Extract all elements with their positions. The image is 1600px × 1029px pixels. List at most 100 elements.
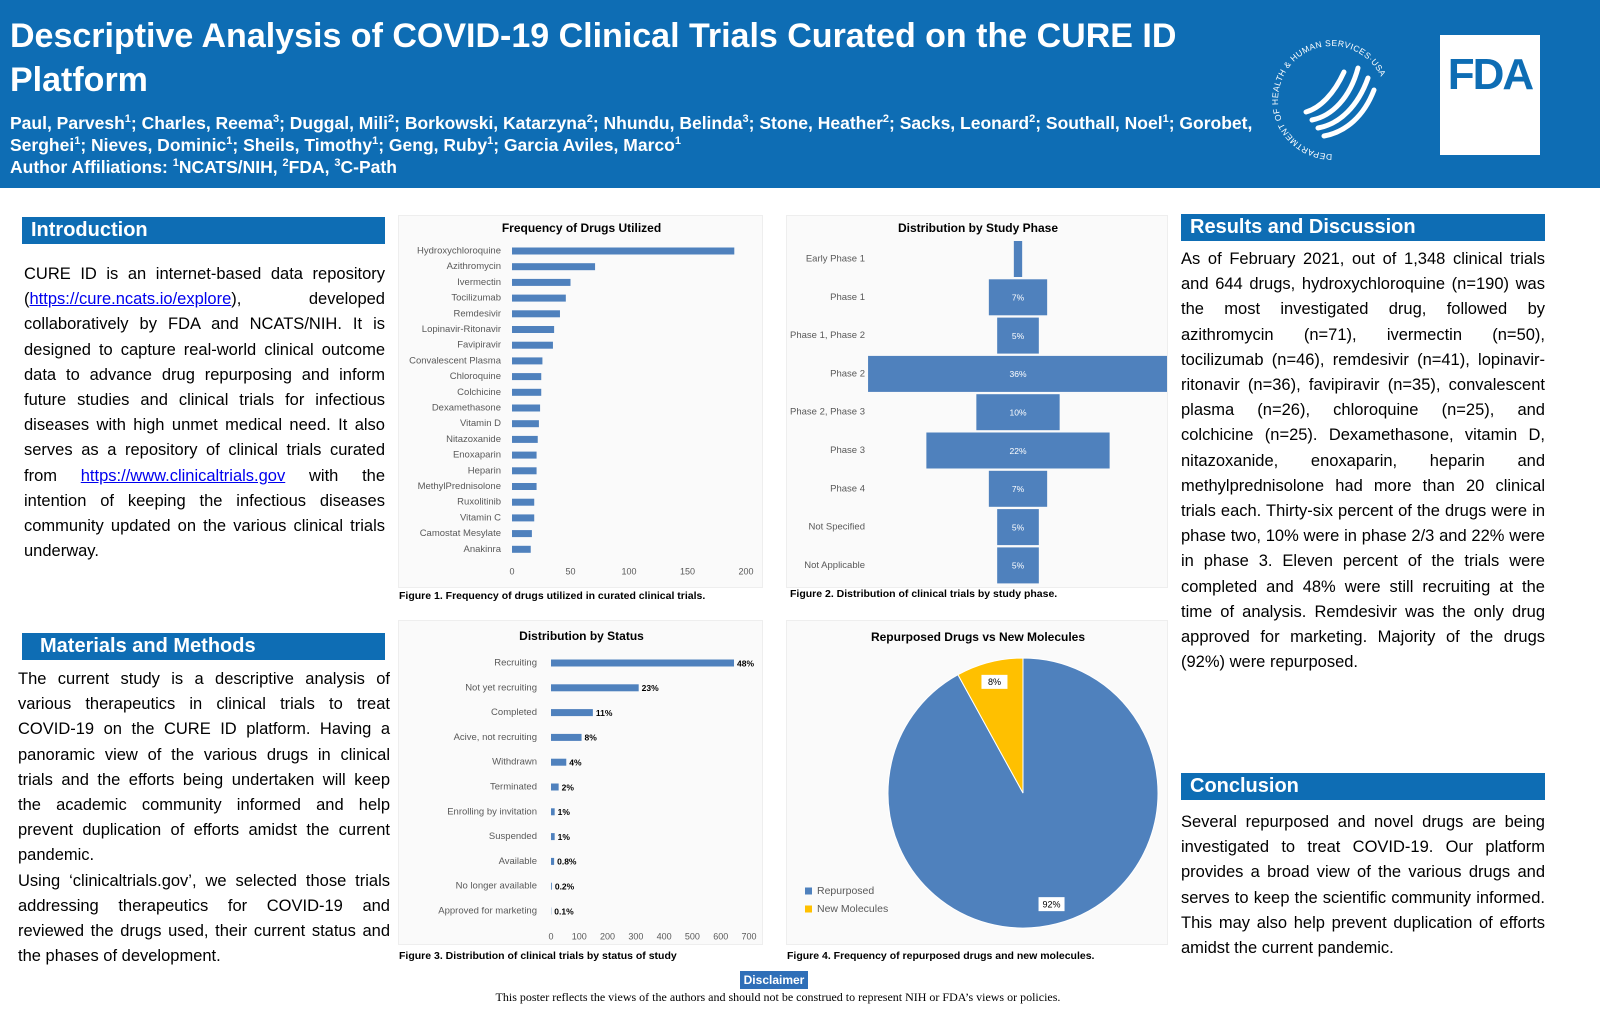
separator: ;: [232, 135, 239, 155]
bar: [868, 355, 1167, 392]
author-name: Nieves, Dominic: [91, 135, 227, 155]
link[interactable]: https://cure.ncats.io/explore: [29, 290, 232, 309]
chart: Distribution by Status 0 100 200 300 400 500 60…: [398, 620, 763, 945]
data-label-box: [1038, 897, 1065, 912]
hhs-seal: DEPARTMENT OF HEALTH & HUMAN SERVICES·US…: [1270, 38, 1387, 162]
author-affiliation: 2: [586, 113, 593, 126]
hhs-eagle: [1303, 65, 1377, 139]
author-affiliation: 1: [74, 135, 81, 148]
bar: [997, 509, 1039, 546]
disclaimer-text: This poster reflects the views of the au…: [495, 990, 1061, 1004]
link[interactable]: https://www.clinicaltrials.gov: [80, 466, 286, 485]
data-label: 23%: [642, 683, 659, 693]
affiliation-number: 1: [172, 157, 179, 170]
author-name: Paul, Parvesh: [10, 113, 125, 133]
x-tick-label: 200: [738, 566, 753, 576]
author-name: Borkowski, Katarzyna: [404, 113, 587, 133]
y-tick-label: Withdrawn: [492, 757, 537, 768]
affiliations: Author Affiliations: 1NCATS/NIH, 2FDA, 3…: [10, 156, 397, 178]
x-tick-label: 150: [680, 566, 695, 576]
y-tick-label: Azithromycin: [447, 261, 501, 272]
fda-logo-box: FDA: [1440, 35, 1540, 155]
author-affiliation: 3: [272, 113, 280, 126]
y-tick-label: Approved for marketing: [438, 906, 537, 917]
author-name: Gorobet, Serghei: [10, 113, 1253, 155]
pie-slice: [957, 657, 1024, 794]
data-label: 36%: [1009, 369, 1026, 379]
data-label: 11%: [596, 708, 613, 718]
author-affiliation: 3: [742, 113, 749, 126]
bar: [512, 373, 542, 381]
header: Descriptive Analysis of COVID-19 Clinica…: [0, 0, 1600, 188]
bar: [512, 357, 543, 365]
section-heading: Introduction: [22, 217, 385, 244]
data-label: 2%: [562, 782, 575, 792]
paragraph: Using ‘clinicaltrials.gov’, we selected …: [18, 871, 390, 966]
y-tick-label: Anakinra: [464, 544, 502, 555]
y-tick-label: Enoxaparin: [453, 450, 501, 461]
separator: ;: [394, 113, 400, 133]
y-tick-label: Tocilizumab: [451, 293, 501, 304]
data-label: 10%: [1009, 407, 1026, 417]
y-tick-label: Phase 4: [830, 483, 865, 494]
author-affiliation: 2: [882, 113, 889, 126]
x-tick-label: 0: [548, 931, 553, 941]
author-affiliation: 1: [487, 135, 494, 148]
figure-caption: Figure 2. Distribution of clinical trial…: [790, 588, 1058, 600]
author-affiliation: 1: [226, 135, 233, 148]
data-label: 1%: [558, 807, 571, 817]
y-tick-label: Not Applicable: [804, 560, 865, 571]
separator: ,: [324, 157, 330, 177]
affiliation-name: FDA: [288, 157, 325, 177]
x-tick-label: 100: [621, 566, 636, 576]
poster-title: Descriptive Analysis of COVID-19 Clinica…: [10, 17, 1177, 99]
text-run: CURE ID is an internet-based data reposi…: [24, 265, 385, 309]
intro-text: CURE ID is an internet-based data reposi…: [24, 262, 385, 564]
y-tick-label: Phase 2, Phase 3: [790, 407, 865, 418]
separator: ;: [80, 135, 87, 155]
bar: [988, 279, 1048, 316]
y-tick-label: Remdesivir: [453, 308, 501, 319]
y-tick-label: Lopinavir-Ritonavir: [422, 324, 501, 335]
separator: ,: [272, 157, 278, 177]
bar: [512, 498, 535, 506]
bar: [512, 545, 531, 553]
affiliation-name: C-Path: [340, 157, 397, 177]
chart-title: Distribution by Status: [519, 629, 644, 643]
bar: [512, 341, 553, 349]
y-tick-label: Phase 3: [830, 445, 865, 456]
separator: ;: [1168, 113, 1175, 133]
x-tick-label: 0: [509, 566, 514, 576]
bar: [512, 451, 537, 459]
bar: [997, 317, 1039, 354]
y-tick-label: Nitazoxanide: [446, 434, 501, 445]
bar: [512, 467, 537, 475]
bar: [512, 404, 541, 412]
data-label: 0.1%: [554, 906, 574, 916]
author-name: Sheils, Timothy: [243, 135, 373, 155]
author-name: Sacks, Leonard: [899, 113, 1030, 133]
text-run: ), developed collaboratively by FDA and …: [24, 290, 385, 485]
affiliation-name: NCATS/NIH: [178, 157, 273, 177]
y-tick-label: Chloroquine: [450, 371, 501, 382]
x-tick-label: 400: [657, 931, 672, 941]
bar: [551, 733, 582, 741]
data-label: 8%: [988, 677, 1001, 687]
chart: Frequency of Drugs Utilized 0 50 100 150 200 H…: [398, 215, 763, 588]
separator: ;: [279, 113, 285, 133]
x-tick-label: 600: [713, 931, 728, 941]
author-name: Stone, Heather: [759, 113, 883, 133]
y-tick-label: Heparin: [468, 465, 501, 476]
bar: [551, 833, 555, 841]
bar: [988, 470, 1048, 507]
chart: Repurposed Drugs vs New Molecules 92% 8% Re…: [786, 620, 1168, 945]
affiliation-number: 2: [282, 157, 289, 170]
bar: [512, 310, 560, 318]
y-tick-label: Phase 2: [830, 368, 865, 379]
y-tick-label: Vitamin D: [460, 418, 501, 429]
affiliation-number: 3: [334, 157, 341, 170]
data-label: 0.2%: [555, 881, 575, 891]
paragraph: The current study is a descriptive analy…: [18, 670, 390, 865]
x-tick-label: 100: [572, 931, 587, 941]
results-text: As of February 2021, out of 1,348 clinic…: [1181, 250, 1545, 672]
